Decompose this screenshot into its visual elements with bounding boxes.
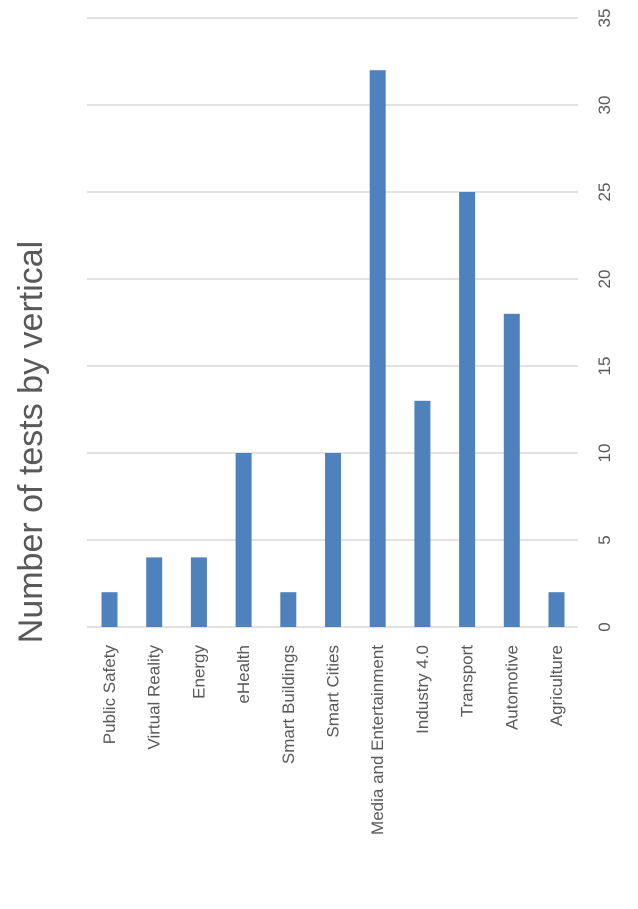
category-label: Smart Buildings bbox=[279, 645, 298, 764]
tick-label-15: 15 bbox=[595, 357, 614, 376]
chart-title: Number of tests by vertical bbox=[12, 241, 50, 643]
tick-label-10: 10 bbox=[595, 444, 614, 463]
category-label: Media and Entertainment bbox=[368, 645, 387, 835]
bar-transport bbox=[459, 192, 476, 627]
category-axis-labels: Public Safety Virtual Reality Energy eHealt… bbox=[100, 645, 566, 835]
bar-agriculture bbox=[548, 592, 565, 627]
bar-automotive bbox=[503, 313, 520, 627]
tick-label-35: 35 bbox=[595, 9, 614, 28]
bar-media-and-entertainment bbox=[369, 70, 386, 627]
bar-public-safety bbox=[101, 592, 118, 627]
bar-smart-cities bbox=[325, 453, 341, 627]
tick-label-25: 25 bbox=[595, 183, 614, 202]
category-label: Automotive bbox=[502, 645, 521, 730]
tick-label-30: 30 bbox=[595, 96, 614, 115]
category-label: Smart Cities bbox=[324, 645, 343, 738]
value-axis-ticks: 0 5 10 15 20 25 30 35 bbox=[595, 9, 614, 632]
category-label: Industry 4.0 bbox=[413, 645, 432, 734]
tick-label-5: 5 bbox=[595, 535, 614, 544]
tick-label-0: 0 bbox=[595, 622, 614, 631]
bar-energy bbox=[190, 557, 207, 627]
bar-ehealth bbox=[235, 453, 252, 627]
category-label: Public Safety bbox=[100, 645, 119, 745]
bar-virtual-reality bbox=[146, 557, 163, 627]
bars bbox=[101, 70, 565, 627]
category-label: eHealth bbox=[234, 645, 253, 704]
tick-label-20: 20 bbox=[595, 270, 614, 289]
category-label: Agriculture bbox=[547, 645, 566, 726]
category-label: Transport bbox=[458, 645, 477, 717]
bar-industry-4-0 bbox=[414, 400, 431, 627]
bar-smart-buildings bbox=[280, 592, 297, 627]
category-label: Virtual Reality bbox=[145, 645, 164, 750]
category-label: Energy bbox=[189, 645, 208, 699]
